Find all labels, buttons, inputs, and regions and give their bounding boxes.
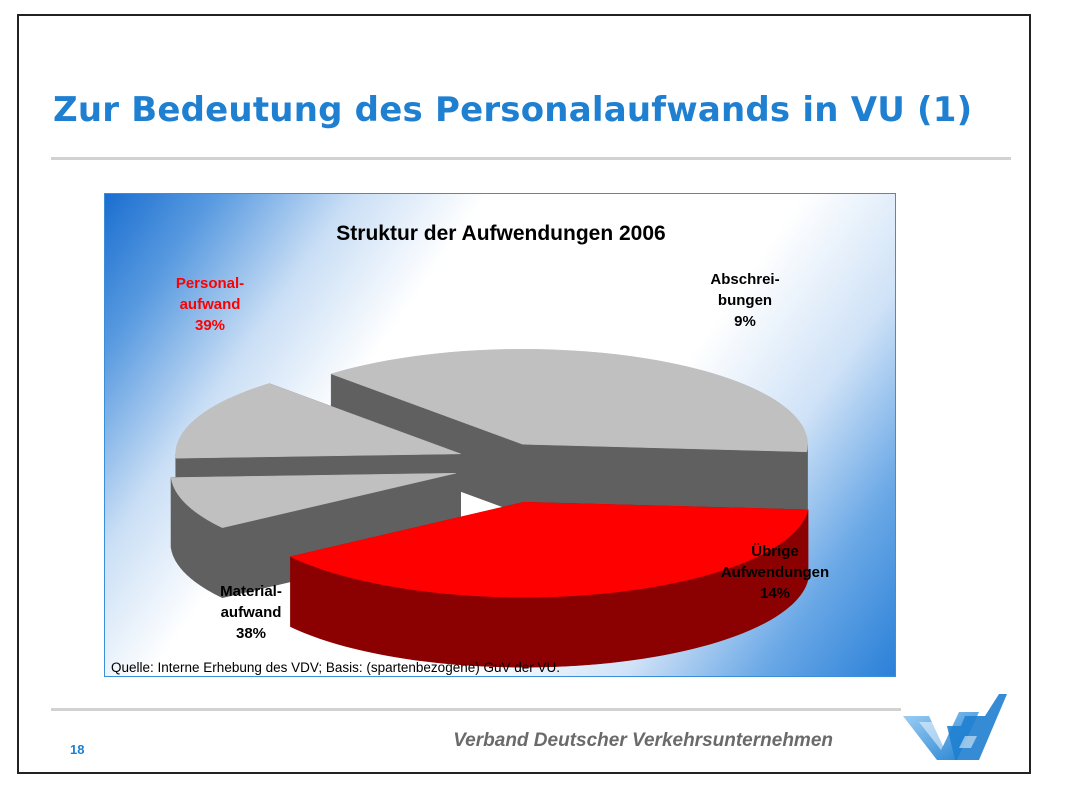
pie-slice-top — [170, 472, 456, 528]
title-divider — [51, 157, 1011, 160]
vdv-logo-mark — [903, 694, 1007, 760]
slice-value-label: 9% — [734, 313, 756, 330]
footer-divider — [51, 708, 901, 711]
chart-title: Struktur der Aufwendungen 2006 — [336, 222, 665, 245]
vdv-logo — [903, 694, 1007, 760]
pie-slice-top — [175, 383, 461, 459]
pie-slice-top — [289, 501, 809, 598]
slice-label: Aufwendungen — [721, 564, 829, 581]
pie-chart: Struktur der Aufwendungen 2006 Personal-a… — [111, 222, 829, 675]
slice-label: aufwand — [221, 604, 282, 621]
slice-value-label: 39% — [195, 317, 225, 334]
chart-panel: Struktur der Aufwendungen 2006 Personal-a… — [104, 193, 896, 677]
organization-name: Verband Deutscher Verkehrsunternehmen — [453, 730, 833, 751]
page-number: 18 — [70, 742, 85, 757]
slice-label: Material- — [220, 583, 282, 600]
slide: Zur Bedeutung des Personalaufwands in VU… — [17, 14, 1031, 774]
slice-label: Abschrei- — [710, 271, 779, 288]
pie-slice-top — [330, 349, 808, 453]
pie-slice-1 — [170, 472, 457, 599]
slice-label: Personal- — [176, 275, 244, 292]
slide-title: Zur Bedeutung des Personalaufwands in VU… — [53, 90, 973, 130]
slice-label: Übrige — [751, 543, 799, 560]
slice-label: bungen — [718, 292, 772, 309]
slice-value-label: 38% — [236, 625, 266, 642]
slice-label: aufwand — [180, 296, 241, 313]
chart-source-note: Quelle: Interne Erhebung des VDV; Basis:… — [111, 660, 560, 675]
slice-value-label: 14% — [760, 585, 790, 602]
pie-slice-0 — [289, 501, 809, 668]
